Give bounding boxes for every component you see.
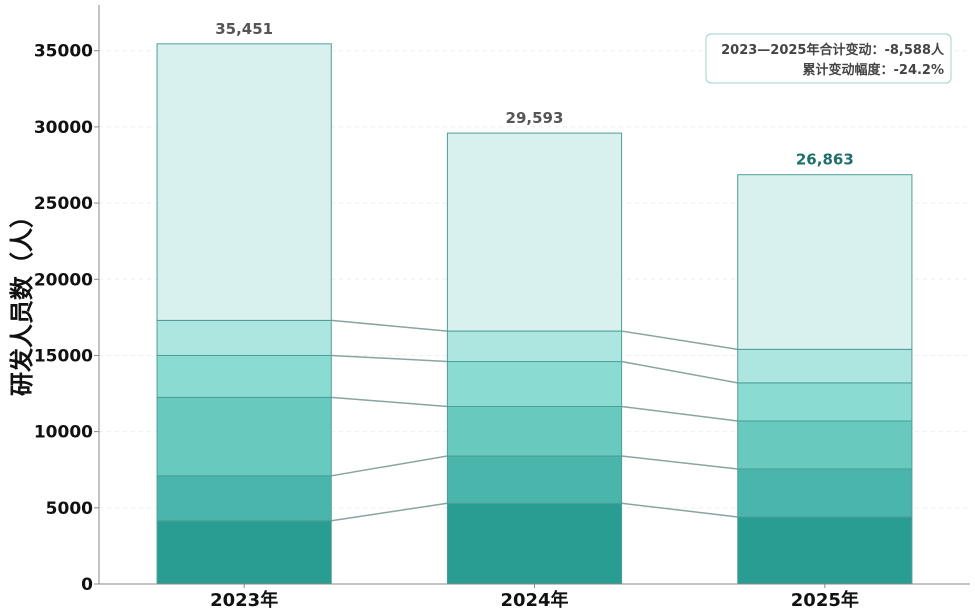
change-annotation: 2023—2025年合计变动：-8,588人 累计变动幅度：-24.2% — [705, 33, 952, 84]
bar-segment — [156, 354, 332, 398]
y-tick-label: 10000 — [34, 423, 93, 443]
bar-segments — [156, 43, 913, 585]
bar-segment — [156, 319, 332, 356]
annotation-line-2: 累计变动幅度：-24.2% — [803, 62, 945, 78]
total-label: 35,451 — [215, 20, 273, 38]
bar-segment — [446, 455, 623, 504]
total-labels: 35,451 29,593 26,863 — [215, 20, 854, 169]
segment-connector — [331, 502, 448, 522]
y-tick-label: 30000 — [34, 118, 93, 138]
x-tick-label: 2025年 — [791, 589, 859, 611]
y-axis-label: 研发人员数（人） — [8, 204, 36, 396]
bar-segment — [737, 174, 913, 350]
annotation-line-1: 2023—2025年合计变动：-8,588人 — [721, 42, 945, 58]
total-label: 29,593 — [506, 109, 564, 127]
segment-connector — [331, 455, 448, 477]
y-tick-label: 25000 — [34, 194, 93, 214]
x-tick-label: 2023年 — [210, 589, 278, 611]
y-tick-label: 20000 — [34, 270, 93, 290]
segment-connector — [621, 405, 738, 422]
bar-segment — [737, 348, 913, 384]
y-tick-label: 35000 — [34, 42, 93, 62]
bar-segment — [156, 43, 332, 321]
x-axis-ticks: 2023年 2024年 2025年 — [210, 584, 859, 611]
bar-segment — [737, 382, 913, 422]
y-tick-label: 5000 — [46, 499, 93, 519]
segment-connector — [621, 502, 738, 518]
bar-segment — [156, 475, 332, 522]
bar-segment — [446, 132, 623, 332]
y-tick-label: 15000 — [34, 346, 93, 366]
x-tick-label: 2024年 — [500, 589, 568, 611]
segment-connectors — [331, 319, 738, 522]
bar-segment — [446, 361, 623, 407]
segment-connector — [621, 360, 738, 384]
bar-segment — [446, 330, 623, 363]
annotation-box — [705, 33, 952, 84]
segment-connector — [331, 396, 448, 408]
bar-segment — [737, 516, 913, 585]
bar-segment — [446, 502, 623, 585]
bar-segment — [737, 468, 913, 518]
segment-connector — [621, 330, 738, 351]
segment-connector — [331, 354, 448, 363]
bar-segment — [446, 405, 623, 457]
bar-segment — [737, 420, 913, 470]
y-axis-ticks: 0 5000 10000 15000 20000 25000 30000 35000 — [34, 42, 99, 595]
y-tick-label: 0 — [81, 575, 93, 595]
total-label: 26,863 — [796, 151, 854, 169]
bar-segment — [156, 520, 332, 585]
segment-connector — [621, 455, 738, 470]
bar-segment — [156, 396, 332, 477]
segment-connector — [331, 319, 448, 332]
